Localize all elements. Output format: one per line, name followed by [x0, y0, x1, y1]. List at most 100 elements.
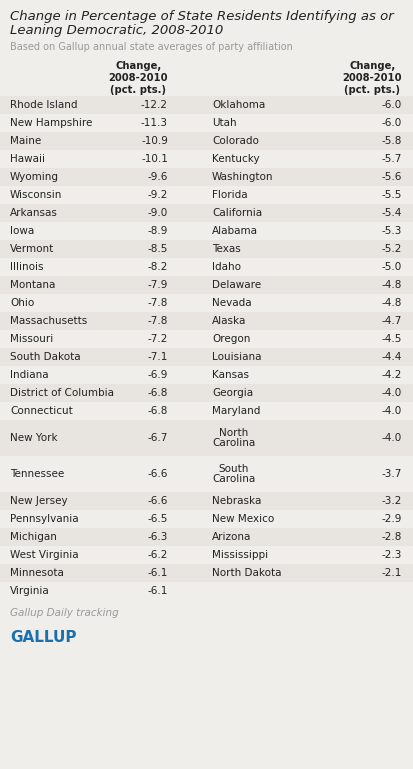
Text: New York: New York: [10, 433, 57, 443]
Text: -8.2: -8.2: [147, 262, 168, 272]
Text: -8.9: -8.9: [147, 226, 168, 236]
Text: Oregon: Oregon: [211, 334, 250, 344]
Text: Alaska: Alaska: [211, 316, 246, 326]
Text: -6.3: -6.3: [147, 532, 168, 542]
Text: Kentucky: Kentucky: [211, 154, 259, 164]
Text: Tennessee: Tennessee: [10, 469, 64, 479]
Text: -9.0: -9.0: [147, 208, 168, 218]
Text: Florida: Florida: [211, 190, 247, 200]
Text: Mississippi: Mississippi: [211, 550, 268, 560]
Text: -6.7: -6.7: [147, 433, 168, 443]
Text: -4.7: -4.7: [381, 316, 401, 326]
Text: -12.2: -12.2: [141, 100, 168, 110]
Bar: [0, 582, 413, 600]
Bar: [0, 492, 413, 510]
Bar: [0, 186, 413, 204]
Text: North Dakota: North Dakota: [211, 568, 281, 578]
Text: -5.2: -5.2: [381, 244, 401, 254]
Bar: [0, 150, 413, 168]
Text: -6.6: -6.6: [147, 496, 168, 506]
Text: Arizona: Arizona: [211, 532, 251, 542]
Text: -4.0: -4.0: [381, 388, 401, 398]
Text: New Jersey: New Jersey: [10, 496, 67, 506]
Text: Wisconsin: Wisconsin: [10, 190, 62, 200]
Text: -6.1: -6.1: [147, 586, 168, 596]
Text: -4.8: -4.8: [381, 298, 401, 308]
Text: -5.4: -5.4: [381, 208, 401, 218]
Text: South Dakota: South Dakota: [10, 352, 81, 362]
Text: Oklahoma: Oklahoma: [211, 100, 265, 110]
Text: -6.8: -6.8: [147, 388, 168, 398]
Bar: [0, 240, 413, 258]
Text: -8.5: -8.5: [147, 244, 168, 254]
Text: Louisiana: Louisiana: [211, 352, 261, 362]
Text: -5.0: -5.0: [381, 262, 401, 272]
Text: -4.2: -4.2: [381, 370, 401, 380]
Text: New Hampshire: New Hampshire: [10, 118, 92, 128]
Bar: [0, 510, 413, 528]
Text: -6.6: -6.6: [147, 469, 168, 479]
Text: Nebraska: Nebraska: [211, 496, 261, 506]
Text: -2.1: -2.1: [381, 568, 401, 578]
Text: -3.2: -3.2: [381, 496, 401, 506]
Text: Missouri: Missouri: [10, 334, 53, 344]
Bar: [0, 276, 413, 294]
Bar: [0, 420, 413, 456]
Text: -3.7: -3.7: [381, 469, 401, 479]
Text: South
Carolina: South Carolina: [211, 464, 255, 484]
Text: -7.8: -7.8: [147, 316, 168, 326]
Text: -5.3: -5.3: [381, 226, 401, 236]
Text: Michigan: Michigan: [10, 532, 57, 542]
Text: -4.0: -4.0: [381, 406, 401, 416]
Text: Change,
2008-2010
(pct. pts.): Change, 2008-2010 (pct. pts.): [342, 61, 401, 95]
Bar: [0, 60, 413, 96]
Text: -7.8: -7.8: [147, 298, 168, 308]
Bar: [0, 366, 413, 384]
Bar: [0, 168, 413, 186]
Bar: [0, 528, 413, 546]
Bar: [0, 546, 413, 564]
Text: -11.3: -11.3: [141, 118, 168, 128]
Bar: [0, 312, 413, 330]
Bar: [0, 456, 413, 492]
Text: -5.5: -5.5: [381, 190, 401, 200]
Text: -7.1: -7.1: [147, 352, 168, 362]
Text: -6.1: -6.1: [147, 568, 168, 578]
Bar: [0, 294, 413, 312]
Text: -6.9: -6.9: [147, 370, 168, 380]
Text: Vermont: Vermont: [10, 244, 54, 254]
Bar: [0, 348, 413, 366]
Text: Montana: Montana: [10, 280, 55, 290]
Text: West Virginia: West Virginia: [10, 550, 78, 560]
Text: -10.1: -10.1: [141, 154, 168, 164]
Bar: [0, 330, 413, 348]
Text: -5.6: -5.6: [381, 172, 401, 182]
Text: Rhode Island: Rhode Island: [10, 100, 77, 110]
Text: Change,
2008-2010
(pct. pts.): Change, 2008-2010 (pct. pts.): [108, 61, 168, 95]
Text: -2.3: -2.3: [381, 550, 401, 560]
Text: California: California: [211, 208, 261, 218]
Text: North
Carolina: North Carolina: [211, 428, 255, 448]
Text: Hawaii: Hawaii: [10, 154, 45, 164]
Text: -2.8: -2.8: [381, 532, 401, 542]
Bar: [0, 384, 413, 402]
Text: Illinois: Illinois: [10, 262, 43, 272]
Text: Alabama: Alabama: [211, 226, 257, 236]
Text: Ohio: Ohio: [10, 298, 34, 308]
Bar: [0, 114, 413, 132]
Text: -6.2: -6.2: [147, 550, 168, 560]
Text: Utah: Utah: [211, 118, 236, 128]
Text: Wyoming: Wyoming: [10, 172, 59, 182]
Text: -4.5: -4.5: [381, 334, 401, 344]
Text: Kansas: Kansas: [211, 370, 248, 380]
Text: Virginia: Virginia: [10, 586, 50, 596]
Text: Minnesota: Minnesota: [10, 568, 64, 578]
Text: -6.0: -6.0: [381, 100, 401, 110]
Text: Leaning Democratic, 2008-2010: Leaning Democratic, 2008-2010: [10, 24, 223, 37]
Bar: [0, 258, 413, 276]
Text: Maryland: Maryland: [211, 406, 260, 416]
Text: -5.8: -5.8: [381, 136, 401, 146]
Text: Washington: Washington: [211, 172, 273, 182]
Text: Based on Gallup annual state averages of party affiliation: Based on Gallup annual state averages of…: [10, 42, 292, 52]
Text: Arkansas: Arkansas: [10, 208, 58, 218]
